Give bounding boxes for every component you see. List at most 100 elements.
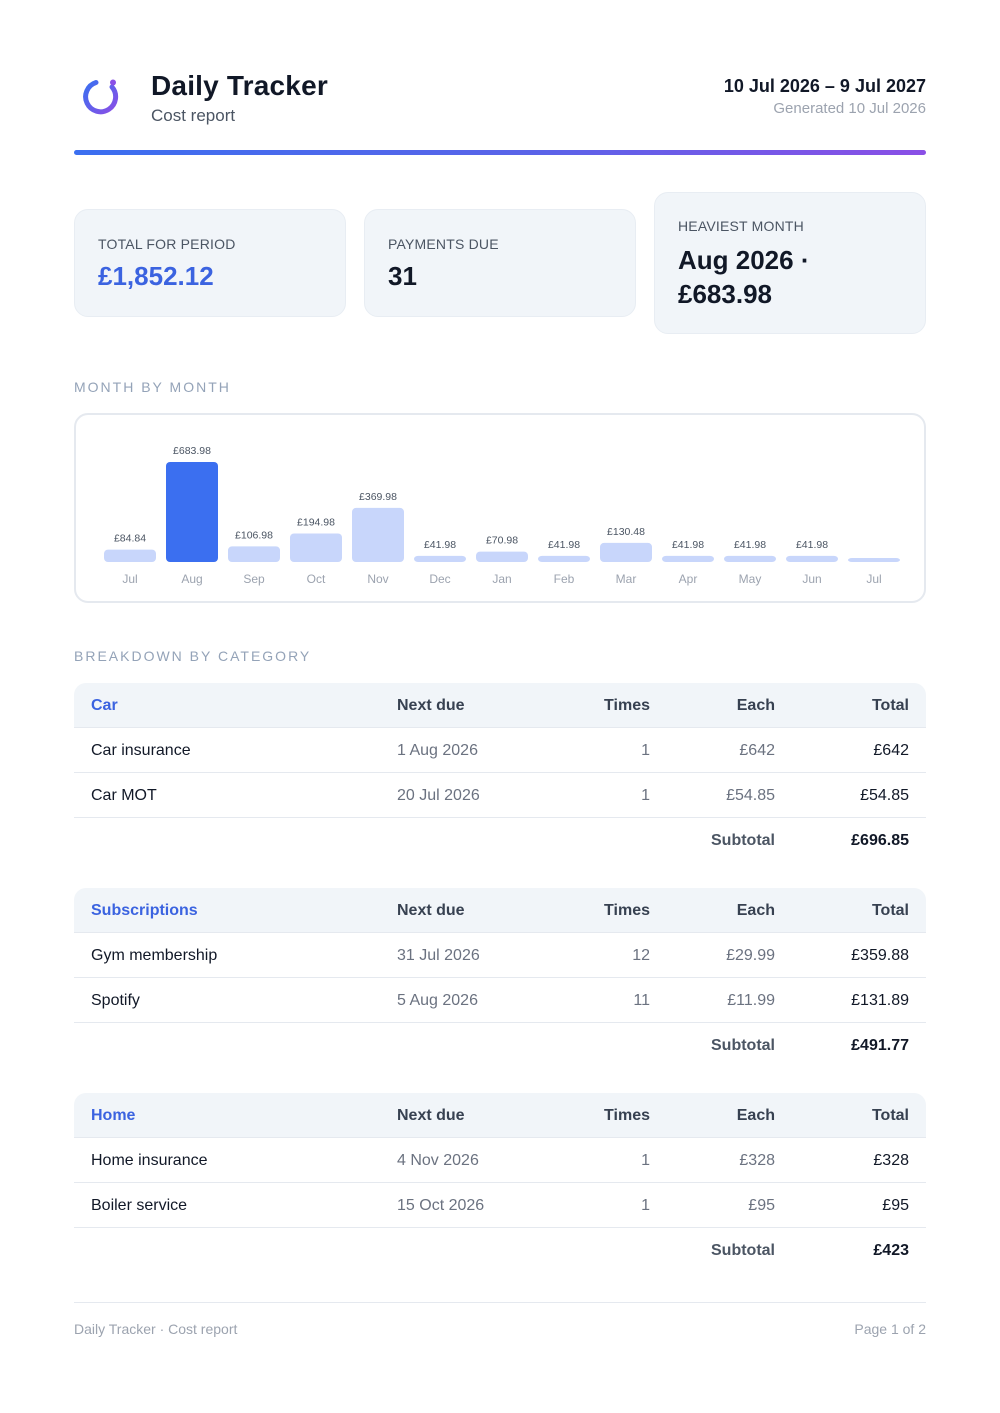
breakdown-section-label: BREAKDOWN BY CATEGORY bbox=[74, 648, 312, 664]
item-name: Car MOT bbox=[91, 787, 157, 804]
column-total: Total bbox=[871, 697, 909, 714]
item-name: Gym membership bbox=[91, 947, 218, 964]
item-name: Car insurance bbox=[91, 742, 191, 759]
chart-bar bbox=[538, 555, 590, 562]
footer-divider bbox=[74, 1302, 926, 1303]
bar-value-label: £194.98 bbox=[297, 516, 335, 528]
chart-bar bbox=[290, 533, 342, 562]
table-row: Boiler service 15 Oct 2026 1 £95 £95 bbox=[74, 1183, 926, 1228]
bar-value-label: £41.98 bbox=[796, 539, 828, 551]
item-times: 1 bbox=[641, 787, 650, 804]
bar-value-label: £106.98 bbox=[235, 529, 273, 541]
column-times: Times bbox=[604, 1107, 650, 1124]
item-next-due: 4 Nov 2026 bbox=[397, 1152, 479, 1169]
subtotal-value: £491.77 bbox=[851, 1037, 909, 1054]
category-table: Home Next due Times Each Total Home insurance… bbox=[74, 1093, 926, 1273]
month-tick-label: Apr bbox=[679, 572, 698, 586]
column-times: Times bbox=[604, 697, 650, 714]
table-header: Subscriptions Next due Times Each Total bbox=[74, 888, 926, 933]
month-section-label: MONTH BY MONTH bbox=[74, 379, 231, 395]
payments-value: 31 bbox=[388, 261, 417, 291]
bar-value-label: £70.98 bbox=[486, 535, 518, 547]
item-next-due: 5 Aug 2026 bbox=[397, 992, 478, 1009]
month-tick-label: Feb bbox=[554, 572, 575, 586]
page-number: Page 1 of 2 bbox=[854, 1321, 926, 1337]
table-row: Gym membership 31 Jul 2026 12 £29.99 £359.88 bbox=[74, 933, 926, 978]
chart-bar bbox=[600, 542, 652, 562]
item-next-due: 1 Aug 2026 bbox=[397, 742, 478, 759]
item-total: £131.89 bbox=[851, 992, 909, 1009]
month-tick-label: Mar bbox=[616, 572, 637, 586]
column-times: Times bbox=[604, 902, 650, 919]
month-tick-label: Jan bbox=[492, 572, 511, 586]
payments-label: PAYMENTS DUE bbox=[388, 236, 499, 252]
bar-value-label: £41.98 bbox=[424, 539, 456, 551]
item-each: £54.85 bbox=[726, 787, 775, 804]
category-table: Car Next due Times Each Total Car insurance 1 … bbox=[74, 683, 926, 863]
accent-divider bbox=[74, 150, 926, 155]
heaviest-label: HEAVIEST MONTH bbox=[678, 218, 804, 234]
category-table: Subscriptions Next due Times Each Total Gym m… bbox=[74, 888, 926, 1068]
table-header: Car Next due Times Each Total bbox=[74, 683, 926, 728]
bar-value-label: £130.48 bbox=[607, 526, 645, 538]
report-header: Daily Tracker Cost report 10 Jul 2026 – … bbox=[74, 66, 926, 136]
item-name: Boiler service bbox=[91, 1197, 188, 1214]
table-row: Home insurance 4 Nov 2026 1 £328 £328 bbox=[74, 1138, 926, 1183]
subtotal-row: Subtotal £491.77 bbox=[74, 1023, 926, 1068]
subtotal-label: Subtotal bbox=[711, 832, 775, 849]
month-tick-label: Oct bbox=[307, 572, 326, 586]
month-tick-label: Nov bbox=[367, 572, 388, 586]
item-times: 1 bbox=[641, 1197, 650, 1214]
app-title: Daily Tracker bbox=[151, 70, 328, 101]
item-total: £642 bbox=[873, 742, 909, 759]
bar-value-label: £41.98 bbox=[548, 539, 580, 551]
chart-bar bbox=[662, 555, 714, 562]
chart-bar bbox=[476, 551, 528, 562]
item-total: £95 bbox=[882, 1197, 909, 1214]
month-tick-label: Jun bbox=[802, 572, 821, 586]
bar-value-label: £683.98 bbox=[173, 445, 211, 457]
subtotal-value: £423 bbox=[873, 1242, 909, 1259]
column-next-due: Next due bbox=[397, 697, 465, 714]
subtotal-row: Subtotal £696.85 bbox=[74, 818, 926, 863]
month-tick-label: Dec bbox=[429, 572, 450, 586]
total-label: TOTAL FOR PERIOD bbox=[98, 236, 236, 252]
bar-value-label: £84.84 bbox=[114, 533, 146, 545]
column-total: Total bbox=[871, 1107, 909, 1124]
column-each: Each bbox=[736, 902, 775, 919]
subtotal-row: Subtotal £423 bbox=[74, 1228, 926, 1273]
column-next-due: Next due bbox=[397, 902, 465, 919]
subtotal-label: Subtotal bbox=[711, 1037, 775, 1054]
monthly-chart: £84.84 Jul £683.98 Aug £106.98 Sep £194.98 Oct £… bbox=[74, 413, 926, 603]
category-name: Subscriptions bbox=[91, 902, 198, 919]
bar-chart: £84.84 Jul £683.98 Aug £106.98 Sep £194.98 Oct £… bbox=[104, 445, 900, 586]
item-each: £11.99 bbox=[727, 992, 775, 1009]
item-next-due: 20 Jul 2026 bbox=[397, 787, 480, 804]
item-name: Spotify bbox=[91, 992, 140, 1009]
bar-value-label: £369.98 bbox=[359, 491, 397, 503]
item-times: 11 bbox=[633, 992, 650, 1009]
column-next-due: Next due bbox=[397, 1107, 465, 1124]
table-row: Car insurance 1 Aug 2026 1 £642 £642 bbox=[74, 728, 926, 773]
month-tick-label: Jul bbox=[122, 572, 137, 586]
month-tick-label: Sep bbox=[243, 572, 265, 586]
footer-title: Daily Tracker · Cost report bbox=[74, 1321, 238, 1337]
bar-value-label: £41.98 bbox=[672, 539, 704, 551]
item-each: £328 bbox=[739, 1152, 775, 1169]
chart-bar bbox=[786, 555, 838, 562]
month-tick-label: May bbox=[739, 572, 762, 586]
subtotal-value: £696.85 bbox=[851, 832, 909, 849]
heaviest-month: Aug 2026 · bbox=[678, 245, 810, 275]
item-total: £54.85 bbox=[860, 787, 909, 804]
subtotal-label: Subtotal bbox=[711, 1242, 775, 1259]
column-each: Each bbox=[736, 1107, 775, 1124]
report-period: 10 Jul 2026 – 9 Jul 2027 bbox=[723, 76, 926, 96]
chart-bar bbox=[166, 462, 218, 562]
table-row: Spotify 5 Aug 2026 11 £11.99 £131.89 bbox=[74, 978, 926, 1023]
chart-bar bbox=[228, 546, 280, 562]
column-each: Each bbox=[736, 697, 775, 714]
chart-bar bbox=[104, 549, 156, 562]
item-next-due: 15 Oct 2026 bbox=[397, 1197, 485, 1214]
item-times: 12 bbox=[632, 947, 650, 964]
heaviest-amount: £683.98 bbox=[678, 279, 772, 309]
